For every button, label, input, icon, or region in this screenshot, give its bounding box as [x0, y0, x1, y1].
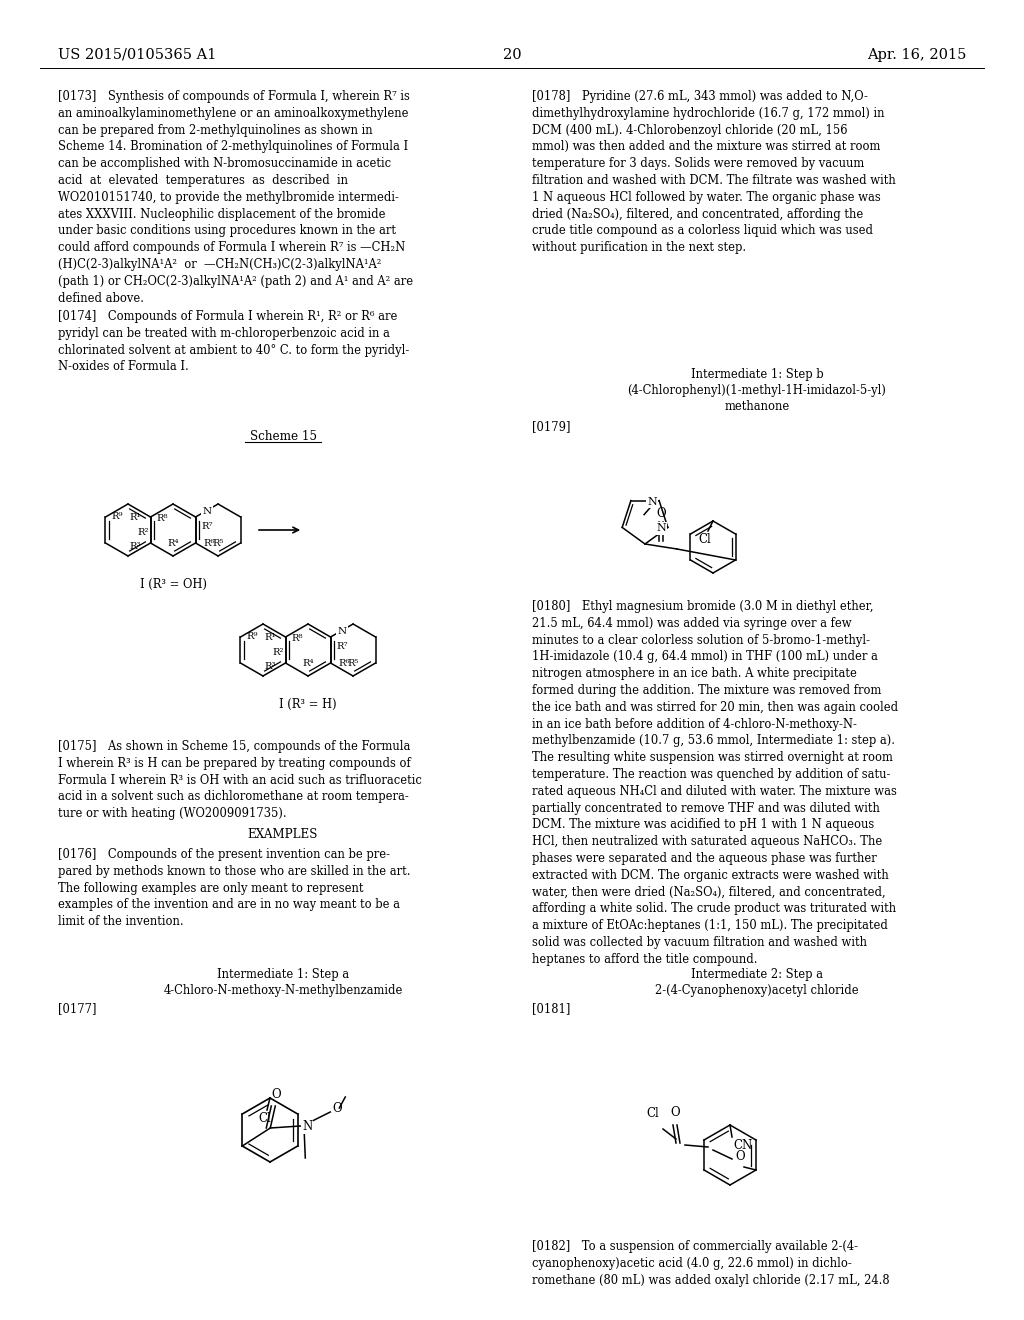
- Text: 4-Chloro-N-methoxy-N-methylbenzamide: 4-Chloro-N-methoxy-N-methylbenzamide: [163, 983, 402, 997]
- Text: [0176] Compounds of the present invention can be pre-
pared by methods known to : [0176] Compounds of the present inventio…: [58, 847, 411, 928]
- Text: [0179]: [0179]: [532, 420, 570, 433]
- Text: [0173] Synthesis of compounds of Formula I, wherein R⁷ is
an aminoalkylaminometh: [0173] Synthesis of compounds of Formula…: [58, 90, 413, 305]
- Text: [0177]: [0177]: [58, 1002, 96, 1015]
- Text: methanone: methanone: [724, 400, 790, 413]
- Text: [0174] Compounds of Formula I wherein R¹, R² or R⁶ are
pyridyl can be treated wi: [0174] Compounds of Formula I wherein R¹…: [58, 310, 410, 374]
- Text: Cl: Cl: [698, 533, 712, 546]
- Text: CN: CN: [733, 1139, 753, 1152]
- Text: R²: R²: [272, 648, 284, 657]
- Text: 2-(4-Cyanophenoxy)acetyl chloride: 2-(4-Cyanophenoxy)acetyl chloride: [655, 983, 859, 997]
- Text: Intermediate 1: Step a: Intermediate 1: Step a: [217, 968, 349, 981]
- Text: R⁶: R⁶: [204, 540, 215, 549]
- Text: O: O: [332, 1102, 342, 1115]
- Text: N: N: [337, 627, 346, 636]
- Text: R⁹: R⁹: [247, 632, 258, 642]
- Text: Intermediate 2: Step a: Intermediate 2: Step a: [691, 968, 823, 981]
- Text: O: O: [735, 1150, 744, 1163]
- Text: R¹: R¹: [129, 513, 140, 523]
- Text: R⁶: R⁶: [339, 660, 350, 668]
- Text: N: N: [302, 1121, 312, 1134]
- Text: O: O: [271, 1088, 282, 1101]
- Text: Cl: Cl: [646, 1107, 659, 1119]
- Text: R⁴: R⁴: [167, 539, 179, 548]
- Text: [0182] To a suspension of commercially available 2-(4-
cyanophenoxy)acetic acid : [0182] To a suspension of commercially a…: [532, 1239, 890, 1287]
- Text: Apr. 16, 2015: Apr. 16, 2015: [866, 48, 966, 62]
- Text: R⁸: R⁸: [156, 513, 168, 523]
- Text: O: O: [670, 1106, 680, 1119]
- Text: (4-Chlorophenyl)(1-methyl-1H-imidazol-5-yl): (4-Chlorophenyl)(1-methyl-1H-imidazol-5-…: [628, 384, 887, 397]
- Text: R¹: R¹: [264, 634, 275, 643]
- Text: N: N: [647, 496, 657, 507]
- Text: Cl: Cl: [259, 1111, 271, 1125]
- Text: Intermediate 1: Step b: Intermediate 1: Step b: [690, 368, 823, 381]
- Text: EXAMPLES: EXAMPLES: [248, 828, 318, 841]
- Text: [0175] As shown in Scheme 15, compounds of the Formula
I wherein R³ is H can be : [0175] As shown in Scheme 15, compounds …: [58, 741, 422, 820]
- Text: US 2015/0105365 A1: US 2015/0105365 A1: [58, 48, 216, 62]
- Text: R⁴: R⁴: [302, 659, 313, 668]
- Text: R⁷: R⁷: [337, 642, 348, 651]
- Text: R⁵: R⁵: [347, 659, 358, 668]
- Text: [0180] Ethyl magnesium bromide (3.0 M in diethyl ether,
21.5 mL, 64.4 mmol) was : [0180] Ethyl magnesium bromide (3.0 M in…: [532, 601, 898, 966]
- Text: I (R³ = H): I (R³ = H): [280, 698, 337, 711]
- Text: R²: R²: [137, 528, 148, 537]
- Text: R⁷: R⁷: [202, 521, 213, 531]
- Text: N: N: [203, 507, 211, 516]
- Text: R⁹: R⁹: [112, 512, 123, 521]
- Text: R⁵: R⁵: [212, 539, 224, 548]
- Text: [0181]: [0181]: [532, 1002, 570, 1015]
- Text: [0178] Pyridine (27.6 mL, 343 mmol) was added to N,O-
dimethylhydroxylamine hydr: [0178] Pyridine (27.6 mL, 343 mmol) was …: [532, 90, 896, 255]
- Text: I (R³ = OH): I (R³ = OH): [139, 578, 207, 591]
- Text: 20: 20: [503, 48, 521, 62]
- Text: R⁸: R⁸: [291, 634, 302, 643]
- Text: R³: R³: [264, 663, 275, 671]
- Text: O: O: [656, 507, 666, 520]
- Text: R³: R³: [129, 543, 140, 550]
- Text: Scheme 15: Scheme 15: [250, 430, 316, 444]
- Text: N: N: [656, 524, 666, 533]
